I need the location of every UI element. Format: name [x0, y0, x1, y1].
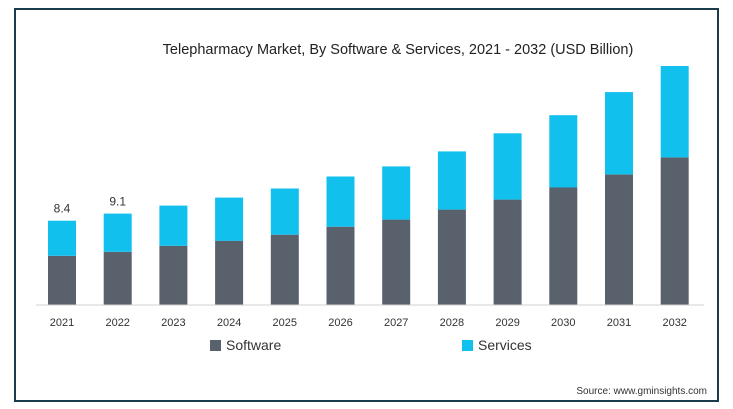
bar-software-2024	[215, 240, 244, 305]
bar-services-2027	[382, 166, 411, 220]
x-tick-label: 2030	[551, 317, 575, 329]
bar-services-2023	[159, 205, 188, 246]
bar-software-2029	[493, 199, 522, 305]
chart-title: Telepharmacy Market, By Software & Servi…	[163, 42, 634, 58]
x-tick-label: 2032	[662, 317, 686, 329]
bars-group	[48, 66, 689, 305]
x-tick-label: 2031	[607, 317, 631, 329]
x-ticks-group: 2021 2022 2023 2024 2025 2026 2027 2028 2029 2030…	[50, 317, 687, 329]
bar-services-2022	[103, 213, 132, 252]
x-tick-label: 2027	[384, 317, 408, 329]
bar-services-2026	[326, 176, 355, 227]
data-labels-group: 8.4 9.1	[54, 195, 127, 216]
x-tick-label: 2021	[50, 317, 74, 329]
bar-software-2022	[103, 251, 132, 305]
bar-software-2031	[605, 174, 633, 305]
data-label: 9.1	[109, 195, 126, 209]
source-text: Source: www.gminsights.com	[576, 386, 707, 397]
bar-software-2021	[48, 255, 76, 305]
chart-frame	[14, 8, 719, 402]
legend-label-services: Services	[478, 337, 532, 353]
bar-software-2032	[660, 157, 689, 305]
x-tick-label: 2022	[105, 317, 129, 329]
bar-software-2023	[159, 245, 188, 305]
legend-swatch-software	[210, 340, 221, 351]
legend-swatch-services	[462, 340, 473, 351]
bar-services-2031	[605, 92, 633, 175]
bar-software-2026	[326, 226, 355, 305]
data-label: 8.4	[54, 202, 71, 216]
x-tick-label: 2028	[440, 317, 464, 329]
bar-software-2030	[549, 187, 578, 305]
legend-label-software: Software	[226, 337, 281, 353]
bar-services-2025	[270, 188, 299, 235]
bar-software-2025	[270, 234, 299, 305]
bar-services-2024	[215, 197, 244, 241]
bar-services-2030	[549, 115, 578, 188]
bar-services-2028	[437, 151, 466, 210]
bar-services-2029	[493, 133, 522, 200]
x-tick-label: 2029	[495, 317, 519, 329]
x-tick-label: 2024	[217, 317, 241, 329]
bar-software-2028	[437, 209, 466, 305]
x-tick-label: 2025	[273, 317, 297, 329]
bar-software-2027	[382, 219, 411, 305]
x-tick-label: 2023	[161, 317, 185, 329]
bar-services-2021	[48, 220, 76, 256]
bar-services-2032	[660, 66, 689, 158]
legend: Software Services	[210, 337, 532, 353]
x-tick-label: 2026	[328, 317, 352, 329]
